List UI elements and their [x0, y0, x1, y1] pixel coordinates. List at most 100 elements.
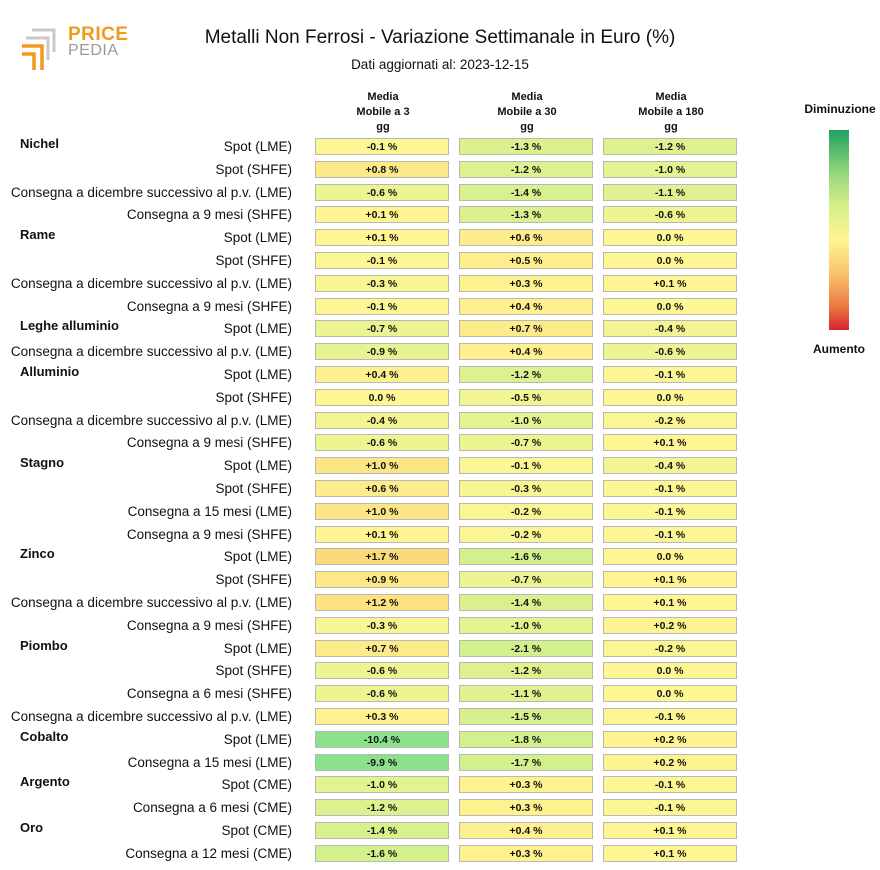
heatmap-cell: -0.1 % [603, 708, 737, 725]
logo-word-pedia: PEDIA [68, 42, 119, 59]
heatmap-cell: +0.9 % [315, 571, 449, 589]
row-label: Spot (SHFE) [215, 253, 292, 268]
row-label: Consegna a dicembre successivo al p.v. (… [10, 344, 292, 360]
column-header: Media Mobile a 180 gg [638, 91, 704, 133]
heatmap-cell: +0.7 % [459, 320, 593, 338]
heatmap-cell: -0.7 % [315, 320, 449, 338]
group-label: Argento [20, 774, 70, 790]
heatmap-cell: -0.1 % [603, 480, 737, 497]
heatmap-cell: -0.4 % [603, 457, 737, 475]
heatmap-cell: -0.2 % [603, 411, 737, 429]
heatmap-cell: -1.7 % [459, 753, 593, 771]
heatmap-cell: -0.2 % [459, 502, 593, 520]
chart-subtitle: Dati aggiornati al: 2023-12-15 [351, 57, 529, 72]
heatmap-cell: +0.3 % [459, 776, 593, 794]
row-label: Spot (SHFE) [215, 572, 292, 588]
heatmap-cell: -1.2 % [603, 138, 737, 155]
legend-top-label: Diminuzione [804, 102, 876, 116]
heatmap-cell: -0.6 % [603, 206, 737, 224]
legend-colorbar [829, 130, 849, 330]
heatmap-cell: +0.1 % [603, 822, 737, 839]
group-label: Leghe alluminio [20, 318, 119, 334]
heatmap-cell: -1.4 % [315, 822, 449, 839]
heatmap-cell: +0.1 % [603, 434, 737, 452]
heatmap-cell: +0.2 % [603, 730, 737, 748]
row-label: Spot (CME) [221, 777, 292, 793]
heatmap-cell: +0.3 % [459, 274, 593, 292]
heatmap-cell: +0.1 % [315, 229, 449, 247]
heatmap-cell: -0.1 % [459, 457, 593, 475]
heatmap-cell: -1.0 % [459, 411, 593, 429]
heatmap-cell: -0.4 % [603, 320, 737, 338]
heatmap-cell: -0.1 % [603, 525, 737, 543]
row-label: Consegna a dicembre successivo al p.v. (… [10, 709, 292, 724]
heatmap-cell: +0.4 % [459, 822, 593, 839]
heatmap-cell: -0.7 % [459, 571, 593, 589]
group-label: Zinco [20, 546, 55, 562]
heatmap-cell: +0.3 % [315, 708, 449, 725]
row-label: Consegna a 9 mesi (SHFE) [126, 207, 292, 223]
heatmap-cell: -1.3 % [459, 206, 593, 224]
heatmap-cell: +0.2 % [603, 616, 737, 634]
row-label: Spot (LME) [223, 139, 292, 154]
heatmap-cell: 0.0 % [603, 297, 737, 315]
heatmap-cell: +0.2 % [603, 753, 737, 771]
heatmap-cell: -0.6 % [315, 662, 449, 680]
heatmap-cell: -1.4 % [459, 594, 593, 611]
column-header: Media Mobile a 30 gg [497, 91, 557, 133]
row-label: Spot (LME) [223, 321, 292, 337]
heatmap-cell: +0.3 % [459, 844, 593, 862]
heatmap-cell: -2.1 % [459, 639, 593, 657]
heatmap-cell: -1.2 % [315, 799, 449, 817]
row-label: Spot (CME) [221, 823, 292, 838]
row-label: Consegna a dicembre successivo al p.v. (… [10, 275, 292, 291]
heatmap-cell: -0.1 % [315, 297, 449, 315]
heatmap-cell: -0.1 % [603, 776, 737, 794]
row-label: Consegna a 9 mesi (SHFE) [126, 435, 292, 451]
column-header: Media Mobile a 3 gg [356, 91, 410, 133]
row-label: Consegna a 6 mesi (CME) [132, 800, 292, 816]
heatmap-cell: +0.1 % [603, 594, 737, 611]
heatmap-cell: +0.4 % [459, 343, 593, 361]
logo-mark-icon [22, 28, 56, 70]
heatmap-cell: -1.1 % [459, 685, 593, 703]
row-label: Consegna a 9 mesi (SHFE) [126, 617, 292, 633]
heatmap-cell: 0.0 % [315, 388, 449, 406]
heatmap-cell: -0.6 % [315, 434, 449, 452]
heatmap-cell: +0.1 % [603, 844, 737, 862]
heatmap-cell: 0.0 % [603, 685, 737, 703]
row-label: Spot (SHFE) [215, 663, 292, 679]
heatmap-cell: -0.6 % [315, 183, 449, 201]
heatmap-cell: 0.0 % [603, 548, 737, 566]
group-label: Stagno [20, 455, 65, 471]
heatmap-cell: -1.1 % [603, 183, 737, 201]
heatmap-cell: -1.5 % [459, 708, 593, 725]
row-label: Consegna a 12 mesi (CME) [125, 845, 292, 861]
heatmap-cell: -0.1 % [603, 502, 737, 520]
heatmap-cell: +0.1 % [315, 206, 449, 224]
group-label: Cobalto [20, 728, 69, 744]
chart-title: Metalli Non Ferrosi - Variazione Settima… [204, 27, 676, 48]
row-label: Consegna a dicembre successivo al p.v. (… [10, 412, 292, 428]
heatmap-cell: -0.3 % [315, 616, 449, 634]
heatmap-cell: -1.0 % [459, 616, 593, 634]
heatmap-cell: -0.3 % [315, 274, 449, 292]
heatmap-cell: -0.6 % [603, 343, 737, 361]
heatmap-cell: +1.0 % [315, 502, 449, 520]
heatmap-cell: 0.0 % [603, 252, 737, 269]
group-label: Rame [20, 227, 56, 243]
heatmap-cell: -0.1 % [315, 252, 449, 269]
heatmap-cell: +0.5 % [459, 252, 593, 269]
row-label: Spot (LME) [223, 640, 292, 656]
row-label: Consegna a dicembre successivo al p.v. (… [10, 595, 292, 610]
heatmap-cell: -1.6 % [315, 844, 449, 862]
row-label: Spot (SHFE) [215, 389, 292, 405]
row-label: Consegna a 15 mesi (LME) [127, 754, 292, 770]
heatmap-cell: +1.2 % [315, 594, 449, 611]
heatmap-cell: -0.7 % [459, 434, 593, 452]
heatmap-cell: +0.4 % [459, 297, 593, 315]
heatmap-cell: -0.2 % [603, 639, 737, 657]
group-label: Oro [20, 820, 44, 835]
heatmap-cell: -1.8 % [459, 730, 593, 748]
row-label: Spot (SHFE) [215, 481, 292, 496]
